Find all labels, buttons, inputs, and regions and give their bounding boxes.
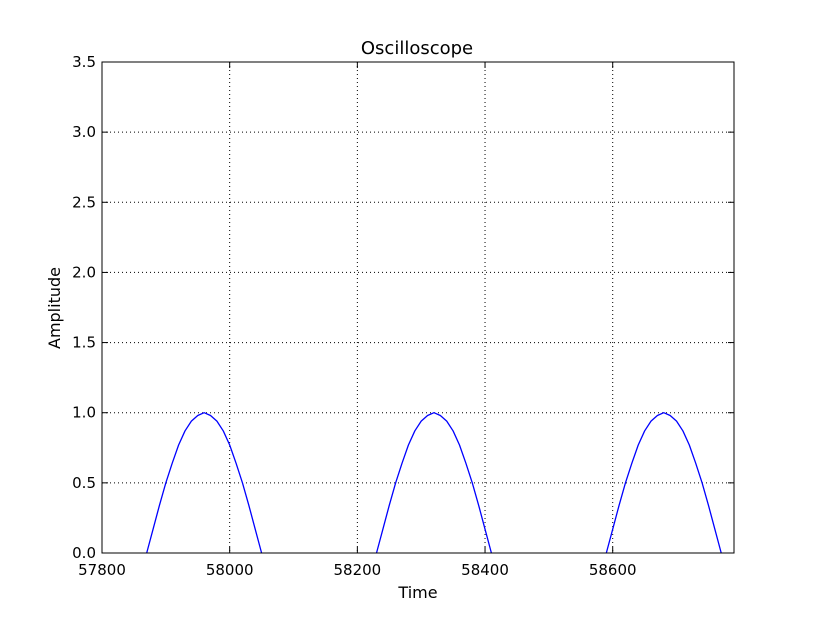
y-tick-label: 0.0: [72, 544, 96, 562]
series-line: [605, 412, 722, 554]
y-tick-label: 2.5: [72, 193, 96, 211]
x-tick-label: 58200: [333, 561, 381, 579]
y-tick-label: 0.5: [72, 474, 96, 492]
y-tick-label: 1.5: [72, 334, 96, 352]
grid-lines: [102, 62, 734, 553]
x-tick-label: 58000: [206, 561, 254, 579]
y-axis-label: Amplitude: [45, 267, 64, 349]
series-layer: [146, 412, 722, 554]
axis-ticks: 57800 58000 58200 58400 58600 0.0 0.5 1.0 1.5 2.0…: [72, 53, 734, 579]
series-line: [375, 412, 493, 554]
x-tick-label: 57800: [78, 561, 126, 579]
series-line: [146, 412, 263, 554]
x-tick-label: 58600: [589, 561, 637, 579]
y-tick-label: 1.0: [72, 404, 96, 422]
x-axis-label: Time: [397, 583, 437, 602]
plot-frame: [101, 61, 735, 554]
chart-title: Oscilloscope: [361, 38, 473, 59]
x-tick-label: 58400: [461, 561, 509, 579]
y-tick-label: 3.5: [72, 53, 96, 71]
y-tick-label: 2.0: [72, 263, 96, 281]
y-tick-label: 3.0: [72, 123, 96, 141]
